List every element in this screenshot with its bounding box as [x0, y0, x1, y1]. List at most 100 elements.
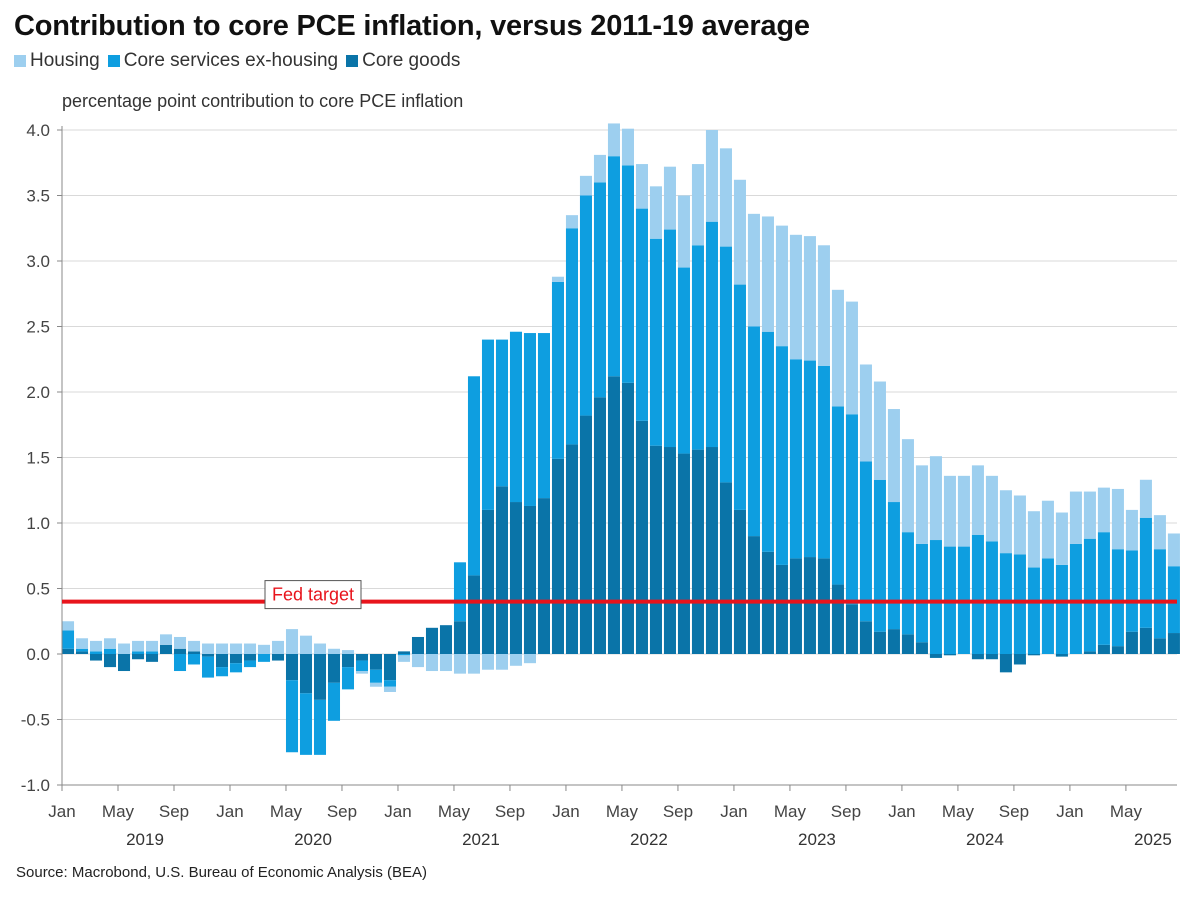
- bar-core-services: [929, 540, 942, 654]
- bar-housing: [89, 640, 103, 652]
- bar-core-services: [481, 339, 495, 510]
- bar-core-goods: [817, 558, 830, 654]
- bar-housing: [1083, 491, 1096, 539]
- bar-core-goods: [873, 631, 886, 654]
- legend-label-services: Core services ex-housing: [123, 50, 339, 71]
- bar-core-goods: [985, 654, 998, 660]
- bar-core-goods: [1167, 633, 1180, 654]
- bar-core-goods: [943, 654, 956, 656]
- y-tick-label: 2.0: [26, 383, 50, 402]
- bar-core-services: [229, 663, 243, 673]
- bar-housing: [1139, 479, 1152, 518]
- bar-core-services: [341, 667, 355, 690]
- bar-core-goods: [313, 654, 327, 700]
- bar-core-services: [565, 228, 578, 445]
- bar-core-goods: [467, 575, 481, 654]
- bar-core-services: [691, 245, 704, 450]
- bar-housing: [593, 154, 606, 183]
- bar-core-goods: [537, 498, 550, 654]
- bar-housing: [1125, 509, 1138, 551]
- bar-core-services: [593, 182, 606, 398]
- bar-core-goods: [579, 415, 592, 654]
- bar-core-goods: [649, 445, 662, 654]
- bar-housing: [243, 643, 257, 654]
- bar-housing: [327, 648, 341, 654]
- bar-core-services: [355, 660, 369, 672]
- source-note: Source: Macrobond, U.S. Bureau of Econom…: [16, 864, 428, 881]
- bar-housing: [313, 643, 327, 654]
- bar-housing: [439, 654, 453, 672]
- bar-core-services: [299, 693, 313, 755]
- bar-core-goods: [733, 509, 746, 654]
- bar-core-services: [551, 281, 564, 459]
- bar-core-goods: [1139, 627, 1152, 654]
- bar-core-services: [215, 667, 229, 677]
- x-year-label: 2024: [966, 830, 1004, 849]
- bar-housing: [551, 276, 564, 282]
- bar-housing: [1013, 495, 1026, 555]
- legend-item-goods[interactable]: Core goods: [346, 50, 460, 72]
- bar-core-goods: [1027, 654, 1040, 656]
- bar-core-services: [971, 534, 984, 654]
- bar-core-goods: [173, 648, 187, 654]
- bar-core-goods: [369, 654, 383, 670]
- x-year-label: 2023: [798, 830, 836, 849]
- bar-housing: [509, 654, 522, 666]
- bar-core-goods: [999, 654, 1012, 673]
- bar-core-services: [1125, 550, 1138, 632]
- bar-core-services: [873, 479, 886, 632]
- bar-core-services: [201, 656, 215, 678]
- x-year-label: 2019: [126, 830, 164, 849]
- bar-core-services: [1097, 532, 1110, 645]
- bar-core-services: [243, 660, 257, 668]
- x-tick-label: May: [1110, 802, 1143, 821]
- bar-housing: [747, 213, 760, 327]
- bar-housing: [761, 216, 774, 332]
- bar-core-goods: [621, 382, 634, 654]
- bar-core-services: [859, 461, 872, 622]
- bar-housing: [845, 301, 858, 415]
- x-tick-label: May: [606, 802, 639, 821]
- bar-core-goods: [243, 654, 257, 661]
- x-tick-label: May: [270, 802, 303, 821]
- y-tick-label: 1.0: [26, 514, 50, 533]
- bar-core-services: [803, 360, 816, 558]
- bar-core-goods: [523, 505, 536, 654]
- x-tick-label: May: [438, 802, 471, 821]
- fed-target-label: Fed target: [272, 585, 354, 605]
- bar-core-services: [369, 669, 383, 683]
- bar-core-goods: [565, 444, 578, 654]
- bar-core-services: [145, 651, 159, 654]
- bar-core-goods: [341, 654, 355, 668]
- bar-housing: [453, 654, 467, 674]
- bar-housing: [649, 186, 662, 239]
- bar-core-services: [1027, 567, 1040, 654]
- bar-housing: [75, 638, 89, 649]
- y-tick-label: 0.0: [26, 645, 50, 664]
- chart-title: Contribution to core PCE inflation, vers…: [14, 10, 810, 42]
- y-tick-label: 2.5: [26, 318, 50, 337]
- bar-core-goods: [831, 584, 844, 654]
- bar-core-services: [327, 682, 341, 721]
- bar-core-services: [663, 229, 676, 448]
- bar-core-goods: [75, 651, 89, 654]
- bar-core-goods: [803, 557, 816, 654]
- x-tick-label: May: [774, 802, 807, 821]
- legend-item-services[interactable]: Core services ex-housing: [107, 50, 339, 72]
- x-tick-label: Jan: [720, 802, 747, 821]
- bar-housing: [677, 195, 690, 268]
- bar-core-goods: [677, 453, 690, 654]
- bar-core-goods: [453, 621, 467, 654]
- bar-housing: [579, 175, 592, 196]
- bar-housing: [635, 164, 648, 209]
- bar-core-goods: [201, 654, 215, 657]
- y-axis-label: percentage point contribution to core PC…: [62, 91, 464, 111]
- legend-swatch-goods: [346, 55, 359, 67]
- x-year-label: 2020: [294, 830, 332, 849]
- legend-label-goods: Core goods: [362, 50, 461, 71]
- bar-core-services: [649, 238, 662, 446]
- legend-item-housing[interactable]: Housing: [14, 50, 100, 72]
- bar-core-goods: [551, 458, 564, 654]
- y-tick-label: 3.5: [26, 187, 50, 206]
- bar-core-services: [173, 654, 187, 672]
